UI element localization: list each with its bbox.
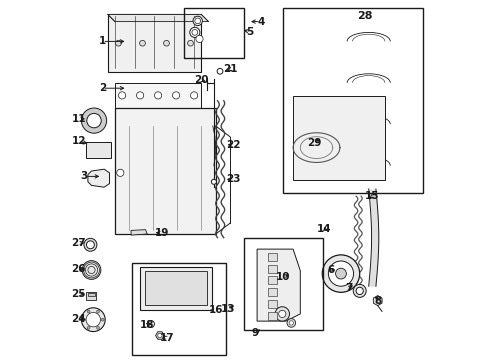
Text: 22: 22 xyxy=(225,140,240,150)
Bar xyxy=(115,108,215,234)
Circle shape xyxy=(211,179,216,184)
Circle shape xyxy=(335,268,346,279)
Text: 19: 19 xyxy=(154,228,168,238)
Polygon shape xyxy=(372,296,381,306)
Bar xyxy=(292,96,384,180)
Polygon shape xyxy=(257,249,300,321)
Text: 26: 26 xyxy=(71,264,85,274)
Text: 4: 4 xyxy=(257,17,264,27)
Circle shape xyxy=(190,92,197,99)
Circle shape xyxy=(140,40,145,46)
Circle shape xyxy=(154,92,162,99)
Circle shape xyxy=(194,18,200,24)
Circle shape xyxy=(82,261,101,279)
Bar xyxy=(244,238,322,330)
Bar xyxy=(183,8,244,58)
Circle shape xyxy=(81,108,106,133)
Circle shape xyxy=(96,310,99,313)
Circle shape xyxy=(84,238,97,251)
Circle shape xyxy=(101,318,104,321)
Text: 12: 12 xyxy=(72,136,86,147)
Circle shape xyxy=(193,16,202,26)
Text: 10: 10 xyxy=(276,272,290,282)
Polygon shape xyxy=(155,332,164,339)
Circle shape xyxy=(288,321,293,325)
Text: 24: 24 xyxy=(71,314,85,324)
Circle shape xyxy=(117,169,123,176)
Text: 17: 17 xyxy=(160,333,174,343)
Circle shape xyxy=(322,255,359,292)
Circle shape xyxy=(87,310,90,313)
Text: 2: 2 xyxy=(99,83,106,93)
Bar xyxy=(86,292,96,300)
Bar xyxy=(86,142,111,158)
Circle shape xyxy=(136,92,143,99)
Polygon shape xyxy=(107,14,208,22)
Polygon shape xyxy=(145,271,206,305)
Text: 28: 28 xyxy=(357,11,372,21)
Text: 5: 5 xyxy=(246,27,253,37)
Text: 21: 21 xyxy=(223,64,238,74)
Circle shape xyxy=(81,308,105,332)
Circle shape xyxy=(278,310,285,318)
Circle shape xyxy=(86,312,101,327)
Bar xyxy=(267,265,276,273)
Bar xyxy=(283,8,422,193)
Text: 8: 8 xyxy=(374,296,381,306)
Circle shape xyxy=(275,307,289,321)
Text: 25: 25 xyxy=(71,289,85,300)
Text: 16: 16 xyxy=(208,305,223,315)
Text: 6: 6 xyxy=(326,265,334,275)
Bar xyxy=(107,14,201,72)
Bar xyxy=(267,288,276,296)
Polygon shape xyxy=(88,169,109,187)
Polygon shape xyxy=(131,230,147,235)
Bar xyxy=(267,300,276,308)
Text: 23: 23 xyxy=(225,174,240,184)
Text: 29: 29 xyxy=(306,138,321,148)
Circle shape xyxy=(328,261,353,286)
Circle shape xyxy=(115,40,121,46)
Circle shape xyxy=(172,92,179,99)
Text: 20: 20 xyxy=(194,75,208,85)
Circle shape xyxy=(196,35,203,42)
Text: 27: 27 xyxy=(71,238,85,248)
Circle shape xyxy=(147,320,154,328)
Text: 1: 1 xyxy=(99,36,106,46)
Circle shape xyxy=(192,30,197,35)
Text: 13: 13 xyxy=(221,304,235,314)
Circle shape xyxy=(163,40,169,46)
Circle shape xyxy=(217,68,223,74)
Circle shape xyxy=(82,318,85,321)
Circle shape xyxy=(355,287,363,294)
Circle shape xyxy=(352,284,366,297)
Text: 11: 11 xyxy=(72,114,86,124)
Circle shape xyxy=(87,113,101,128)
Text: 14: 14 xyxy=(316,224,330,234)
Circle shape xyxy=(158,333,162,338)
Bar xyxy=(267,312,276,320)
Text: 3: 3 xyxy=(81,171,88,181)
Circle shape xyxy=(96,327,99,329)
Bar xyxy=(132,263,225,355)
Circle shape xyxy=(118,92,125,99)
Polygon shape xyxy=(140,267,212,310)
Bar xyxy=(87,293,95,296)
Circle shape xyxy=(187,40,193,46)
Bar xyxy=(115,83,201,108)
Text: 18: 18 xyxy=(140,320,154,330)
Text: 15: 15 xyxy=(365,191,379,201)
Bar xyxy=(267,276,276,284)
Circle shape xyxy=(286,319,295,327)
Text: 9: 9 xyxy=(251,328,258,338)
Text: 7: 7 xyxy=(345,283,352,293)
Circle shape xyxy=(189,27,200,37)
Bar xyxy=(267,253,276,261)
Circle shape xyxy=(86,241,94,249)
Circle shape xyxy=(87,327,90,329)
